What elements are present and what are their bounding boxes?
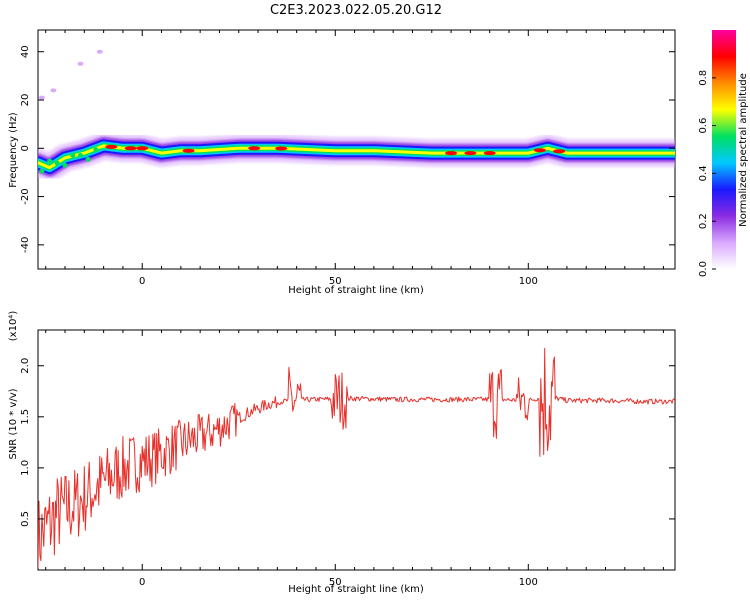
spectrogram-peak xyxy=(464,151,477,156)
spectrogram-peak xyxy=(136,146,149,151)
spectrogram-outlier xyxy=(38,95,45,100)
snr-panel: 0 50 100 0.5 1.0 1.5 2.0 Height of straight li… xyxy=(8,311,676,595)
colorbar-tick-label: 0.2 xyxy=(698,213,709,229)
snr-x-tick-label: 50 xyxy=(329,577,342,588)
spectrogram-y-tick-label: -20 xyxy=(20,188,31,204)
spectrogram-y-axis-label: Frequency (Hz) xyxy=(8,112,19,188)
spectrogram-outlier xyxy=(96,49,103,54)
spectrogram-blob xyxy=(47,158,53,164)
spectrogram-peak xyxy=(248,146,261,151)
chart-title: C2E3.2023.022.05.20.G12 xyxy=(270,3,442,18)
colorbar-tick-label: 0.8 xyxy=(698,70,709,86)
snr-x-tick-label: 0 xyxy=(139,577,145,588)
colorbar-tick-label: 0.6 xyxy=(698,118,709,134)
spectrogram-heatmap xyxy=(38,49,675,182)
spectrogram-x-tick-label: 100 xyxy=(519,276,538,287)
spectrogram-blob xyxy=(85,156,91,162)
spectrogram-peak xyxy=(483,151,496,156)
spectrogram-peak xyxy=(445,151,458,156)
snr-y-tick-label: 0.5 xyxy=(20,511,31,527)
snr-axes: 0 50 100 0.5 1.0 1.5 2.0 xyxy=(20,330,675,588)
spectrogram-peak xyxy=(533,148,546,153)
spectrogram-x-tick-label: 50 xyxy=(329,276,342,287)
spectrogram-peak xyxy=(105,144,118,149)
spectrogram-x-tick-label: 0 xyxy=(139,276,145,287)
spectrogram-y-tick-label: -40 xyxy=(20,237,31,253)
spectrogram-blob xyxy=(62,162,68,168)
spectrogram-blob xyxy=(39,168,45,174)
snr-x-axis-label: Height of straight line (km) xyxy=(288,584,424,595)
spectrogram-peak xyxy=(553,149,566,154)
spectrogram-peak xyxy=(124,146,137,151)
spectrogram-blob xyxy=(77,152,83,158)
colorbar-tick-label: 0.0 xyxy=(698,261,709,277)
spectrogram-axes: 0 50 100 -40 -20 0 20 40 xyxy=(20,30,675,287)
colorbar-label: Normalized spectral amplitude xyxy=(738,73,749,227)
spectrogram-peak xyxy=(275,146,288,151)
snr-y-tick-label: 1.5 xyxy=(20,409,31,425)
spectrogram-y-tick-label: 20 xyxy=(20,94,31,107)
spectrogram-peak xyxy=(182,148,195,153)
spectrogram-y-tick-label: 0 xyxy=(20,145,31,151)
colorbar-gradient xyxy=(712,30,736,269)
spectrogram-blob xyxy=(54,160,60,166)
snr-plot-area xyxy=(37,329,676,571)
spectrogram-x-axis-label: Height of straight line (km) xyxy=(288,285,424,296)
snr-x-tick-label: 100 xyxy=(519,577,538,588)
snr-y-tick-label: 1.0 xyxy=(20,460,31,476)
spectrogram-blob xyxy=(70,152,76,158)
snr-series-line xyxy=(38,347,675,569)
snr-y-axis-label: SNR (10 * v/v) xyxy=(8,388,19,459)
spectrogram-blob xyxy=(93,147,99,153)
colorbar-ticks: 0.0 0.2 0.4 0.6 0.8 xyxy=(698,70,716,277)
spectrogram-outlier xyxy=(77,61,84,66)
spectrogram-panel: 0 50 100 -40 -20 0 20 40 Height of straight lin… xyxy=(8,29,676,296)
spectrogram-outlier xyxy=(50,88,57,93)
snr-y-tick-label: 2.0 xyxy=(20,358,31,374)
colorbar-tick-label: 0.4 xyxy=(698,165,709,181)
spectrogram-y-tick-label: 40 xyxy=(20,45,31,58)
colorbar: 0.0 0.2 0.4 0.6 0.8 Normalized spectral ampl… xyxy=(698,30,749,277)
snr-y-multiplier: (x10⁴) xyxy=(8,311,19,342)
